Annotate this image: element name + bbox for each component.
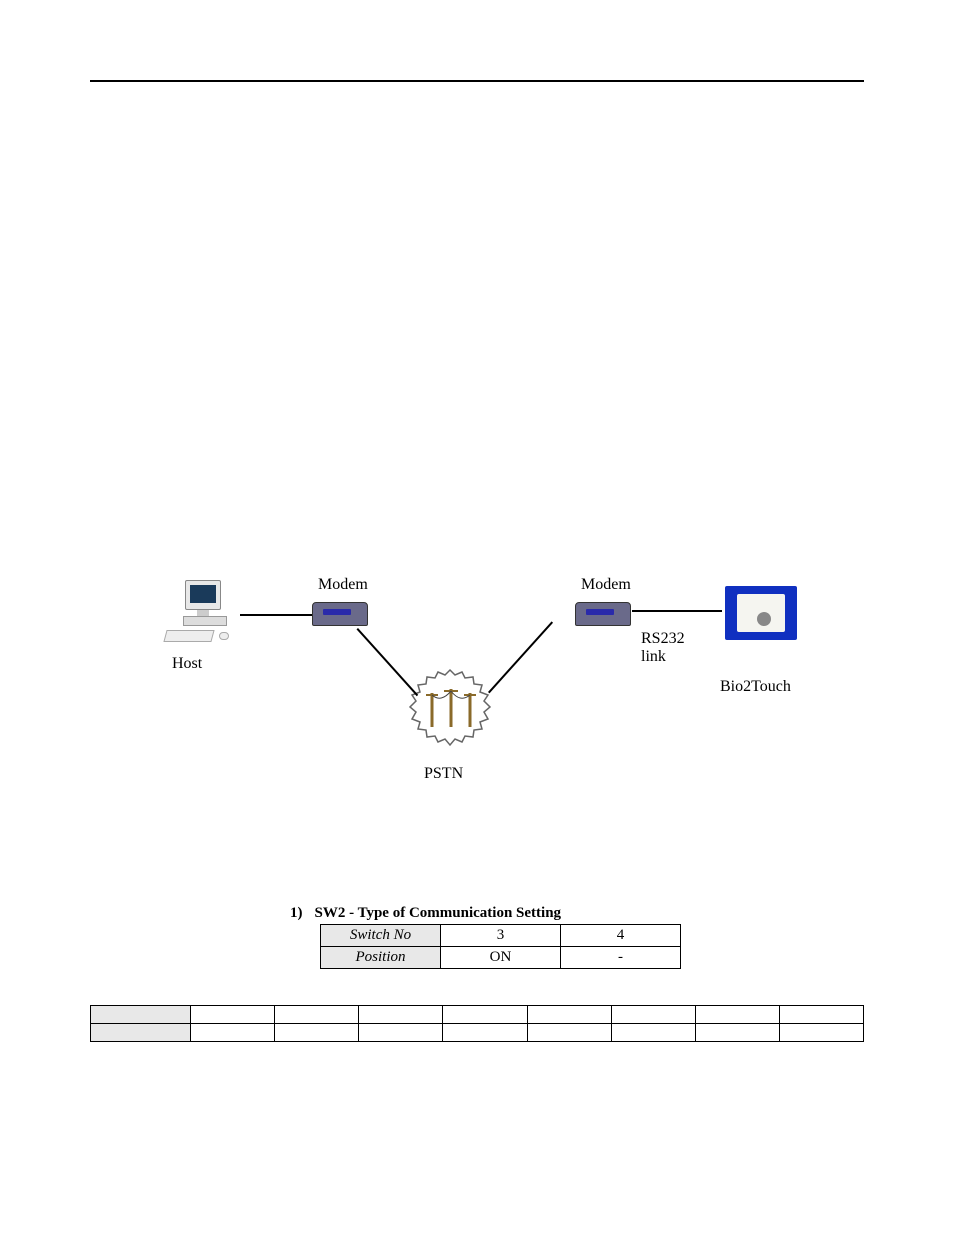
line-modem2-bio2touch [632, 610, 722, 612]
sw1-row0-cell7 [779, 1006, 863, 1024]
sw1-row1-cell0 [191, 1024, 275, 1042]
sw1-row1-cell3 [443, 1024, 527, 1042]
sw1-table [90, 1005, 864, 1042]
modem-right-label: Modem [581, 576, 631, 594]
sw1-row0-cell2 [359, 1006, 443, 1024]
line-host-modem1 [240, 614, 312, 616]
sw1-row0-cell5 [611, 1006, 695, 1024]
rs232-label: RS232 link [641, 630, 685, 666]
rs232-line1: RS232 [641, 630, 685, 647]
sw1-row0-cell1 [275, 1006, 359, 1024]
sw2-row1-cell0: ON [441, 947, 561, 969]
sw1-row0-cell4 [527, 1006, 611, 1024]
network-diagram: Host Modem Modem Bio2Touch RS232 link [90, 570, 864, 850]
sw1-row0-cell6 [695, 1006, 779, 1024]
bio2touch-label: Bio2Touch [720, 678, 791, 696]
sw1-row0-cell0 [191, 1006, 275, 1024]
header-divider [90, 80, 864, 82]
sw2-row1-cell1: - [561, 947, 681, 969]
bio2touch-icon [725, 586, 797, 640]
rs232-line2: link [641, 648, 666, 665]
sw1-row1-cell6 [695, 1024, 779, 1042]
sw2-title: SW2 - Type of Communication Setting [315, 905, 562, 922]
sw1-row0-label [91, 1006, 191, 1024]
modem-left-label: Modem [318, 576, 368, 594]
sw1-row1-label [91, 1024, 191, 1042]
sw1-row1-cell1 [275, 1024, 359, 1042]
sw2-row0-cell0: 3 [441, 925, 561, 947]
pstn-label: PSTN [424, 765, 463, 783]
sw1-row0-cell3 [443, 1006, 527, 1024]
sw1-row1-cell4 [527, 1024, 611, 1042]
sw2-row0-label: Switch No [321, 925, 441, 947]
sw1-row1-cell2 [359, 1024, 443, 1042]
line-pstn-modem2 [488, 621, 553, 693]
pstn-icon [400, 665, 500, 750]
host-label: Host [172, 655, 202, 673]
sw2-row1-label: Position [321, 947, 441, 969]
sw2-row0-cell1: 4 [561, 925, 681, 947]
sw2-list-marker: 1) [290, 905, 303, 922]
sw2-section: 1) SW2 - Type of Communication Setting S… [290, 905, 681, 969]
line-modem1-pstn [357, 628, 419, 696]
sw1-row1-cell5 [611, 1024, 695, 1042]
modem-left-icon [312, 602, 368, 626]
host-pc-icon [165, 580, 235, 640]
sw1-row1-cell7 [779, 1024, 863, 1042]
modem-right-icon [575, 602, 631, 626]
sw2-table: Switch No 3 4 Position ON - [320, 924, 681, 969]
